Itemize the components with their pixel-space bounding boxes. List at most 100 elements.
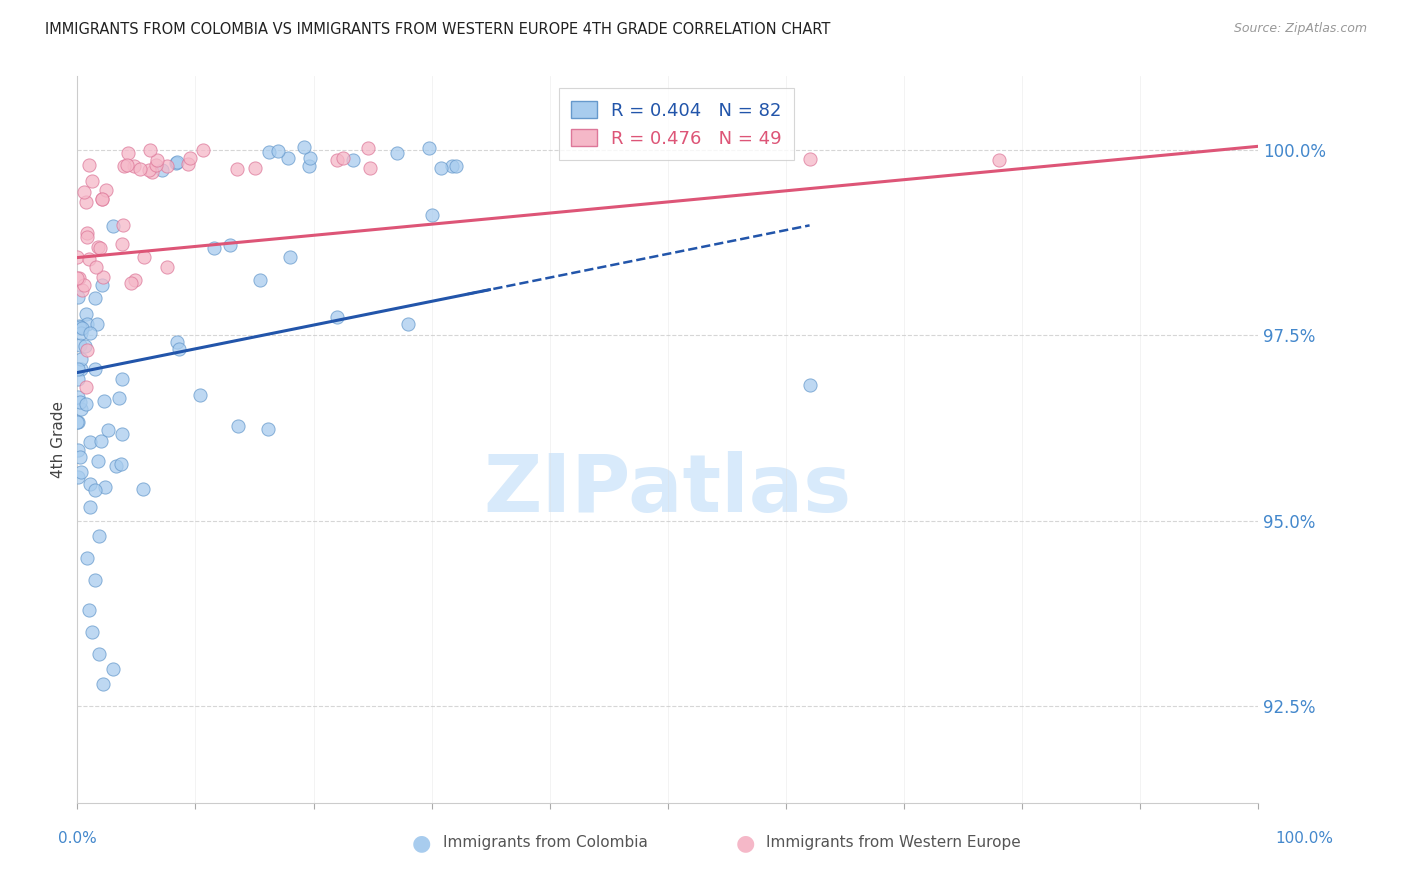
Point (66, 271, 89, 285)
Point (66, 250, 89, 264)
Point (75, 397, 97, 411)
Point (83, 483, 105, 497)
Point (146, 153, 169, 167)
Point (70, 321, 93, 335)
Point (69, 320, 91, 334)
Point (77, 252, 100, 266)
Point (166, 335, 188, 350)
Point (101, 662, 124, 676)
Point (76, 551, 98, 566)
Point (115, 158, 138, 172)
Point (94, 480, 117, 494)
Point (73, 186, 96, 200)
Point (278, 250, 301, 264)
Point (219, 238, 242, 252)
Point (429, 161, 451, 176)
Point (188, 387, 211, 401)
Point (69, 338, 91, 352)
Point (67, 361, 90, 376)
Point (396, 318, 419, 332)
Point (70, 352, 93, 367)
Point (67, 416, 90, 430)
Point (87, 240, 110, 254)
Point (82, 174, 104, 188)
Point (90, 434, 112, 448)
Point (79, 326, 101, 340)
Point (259, 145, 281, 160)
Point (122, 159, 145, 173)
Point (84, 260, 107, 275)
Point (117, 145, 139, 160)
Point (89, 529, 111, 543)
Point (70, 283, 93, 297)
Point (110, 458, 132, 472)
Point (83, 362, 105, 376)
Point (156, 159, 179, 173)
Point (75, 307, 97, 321)
Point (129, 161, 152, 176)
Point (77, 158, 100, 172)
Point (202, 241, 225, 255)
Point (76, 343, 98, 358)
Point (104, 458, 127, 473)
Point (66, 443, 89, 458)
Text: Source: ZipAtlas.com: Source: ZipAtlas.com (1233, 22, 1367, 36)
Point (67, 270, 90, 285)
Point (75, 380, 97, 394)
Point (145, 157, 167, 171)
Point (86, 454, 108, 468)
Point (73, 339, 96, 353)
Point (441, 159, 464, 173)
Point (124, 273, 146, 287)
Point (79, 500, 101, 514)
Point (111, 427, 134, 442)
Point (226, 419, 249, 434)
Point (66, 372, 89, 386)
Point (799, 377, 821, 392)
Point (89, 240, 111, 254)
Point (97, 423, 120, 437)
Point (179, 151, 201, 165)
Point (90, 278, 112, 293)
Point (169, 342, 191, 356)
Text: IMMIGRANTS FROM COLOMBIA VS IMMIGRANTS FROM WESTERN EUROPE 4TH GRADE CORRELATION: IMMIGRANTS FROM COLOMBIA VS IMMIGRANTS F… (45, 22, 831, 37)
Text: ●: ● (412, 833, 432, 853)
Point (69, 465, 91, 479)
Point (257, 422, 280, 436)
Text: ●: ● (735, 833, 755, 853)
Point (326, 310, 349, 325)
Point (69, 394, 91, 409)
Text: 0.0%: 0.0% (58, 831, 97, 846)
Point (226, 161, 249, 176)
Point (80, 625, 103, 640)
Point (139, 144, 162, 158)
Point (66, 470, 89, 484)
Point (420, 208, 443, 222)
Point (298, 151, 321, 165)
Point (101, 219, 124, 233)
Point (138, 163, 160, 178)
Point (112, 159, 135, 173)
Point (84, 291, 107, 305)
Point (69, 326, 91, 340)
Point (418, 141, 440, 155)
Text: Immigrants from Colombia: Immigrants from Colombia (443, 836, 648, 850)
Point (277, 151, 299, 165)
Point (91, 270, 114, 285)
Point (111, 218, 134, 232)
Point (111, 236, 134, 251)
Text: 100.0%: 100.0% (1275, 831, 1334, 846)
Point (66, 390, 89, 404)
Point (267, 144, 290, 158)
Point (156, 260, 179, 275)
Point (91, 677, 114, 691)
Point (90, 192, 112, 206)
Text: Immigrants from Western Europe: Immigrants from Western Europe (766, 836, 1021, 850)
Point (150, 163, 173, 178)
Point (72, 278, 94, 293)
Point (76, 317, 98, 331)
Point (120, 276, 142, 290)
Point (292, 139, 315, 153)
Point (332, 151, 354, 165)
Point (177, 157, 200, 171)
